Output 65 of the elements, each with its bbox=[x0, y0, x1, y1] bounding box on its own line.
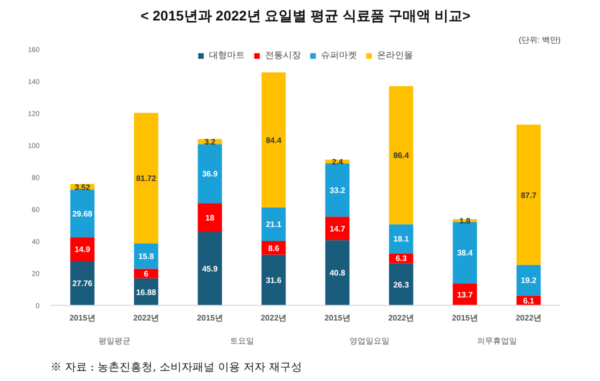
text: 평일평균 bbox=[98, 336, 130, 346]
data-label: 81.72 bbox=[136, 174, 157, 184]
bar bbox=[198, 144, 222, 204]
x-tick-label: 2015년 bbox=[69, 314, 96, 323]
data-label: 18.1 bbox=[393, 234, 410, 244]
bar bbox=[452, 222, 477, 284]
text: 영업일요일 bbox=[349, 336, 390, 346]
data-label: 6.3 bbox=[396, 254, 408, 264]
x-tick-label: 2015년 bbox=[452, 314, 478, 323]
bar bbox=[70, 190, 94, 238]
data-label: 6.1 bbox=[523, 296, 535, 306]
data-label: 18 bbox=[205, 214, 215, 223]
data-label: 19.2 bbox=[520, 276, 537, 286]
data-label: 29.68 bbox=[72, 209, 93, 218]
data-label: 27.76 bbox=[72, 279, 93, 288]
data-label: 38.4 bbox=[457, 248, 474, 258]
x-tick-label: 2015년 bbox=[196, 314, 223, 323]
bar bbox=[325, 240, 350, 306]
bar bbox=[325, 164, 350, 217]
data-label: 40.8 bbox=[330, 268, 346, 278]
bar bbox=[389, 263, 414, 306]
data-label: 21.1 bbox=[266, 220, 282, 230]
data-label: 87.7 bbox=[520, 190, 537, 200]
legend-label: 온라인몰 bbox=[377, 49, 413, 62]
bar bbox=[262, 254, 286, 306]
bar bbox=[516, 124, 541, 265]
data-label: 26.3 bbox=[393, 280, 410, 290]
bar bbox=[389, 224, 414, 254]
data-label: 15.8 bbox=[138, 252, 154, 262]
data-label: 31.6 bbox=[266, 276, 282, 286]
legend-label: 대형마트 bbox=[209, 49, 245, 62]
bar bbox=[389, 86, 414, 224]
data-label: 14.9 bbox=[74, 245, 91, 254]
text: 의무휴업일 bbox=[476, 336, 517, 346]
data-label: 8.6 bbox=[268, 244, 280, 253]
bar bbox=[198, 232, 222, 306]
data-label: 86.4 bbox=[393, 151, 410, 160]
data-label: 14.7 bbox=[330, 224, 346, 234]
data-label: 45.9 bbox=[202, 264, 218, 274]
chart-subtitle: (단위: 백만) bbox=[518, 36, 561, 44]
data-label: 84.4 bbox=[266, 136, 282, 145]
x-tick-label: 2022년 bbox=[133, 314, 160, 323]
bar bbox=[516, 264, 541, 296]
text: 토요일 bbox=[230, 336, 254, 346]
legend-label: 전통시장 bbox=[265, 49, 301, 62]
legend-label: 슈퍼마켓 bbox=[321, 49, 357, 62]
bar bbox=[134, 268, 158, 278]
bar bbox=[70, 260, 94, 306]
bar bbox=[70, 237, 94, 261]
bar bbox=[198, 203, 222, 232]
data-label: 33.2 bbox=[330, 186, 346, 196]
x-tick-label: 2022년 bbox=[516, 314, 542, 323]
data-label: 6 bbox=[144, 270, 149, 279]
bar bbox=[262, 207, 286, 242]
x-tick-label: 2022년 bbox=[260, 314, 287, 323]
bar bbox=[262, 72, 286, 208]
data-label: 16.88 bbox=[136, 288, 157, 297]
chart-title: < 2015년과 2022년 요일별 평균 식료품 구매액 비교> bbox=[140, 8, 470, 24]
data-label: 36.9 bbox=[202, 170, 218, 179]
bar bbox=[325, 216, 350, 240]
text: ※ 자료 : 농촌진흥청, 소비자패널 이용 저자 재구성 bbox=[50, 360, 302, 374]
x-tick-label: 2015년 bbox=[324, 314, 350, 323]
x-tick-label: 2022년 bbox=[388, 314, 414, 323]
data-label: 13.7 bbox=[457, 290, 474, 300]
bar bbox=[134, 112, 158, 244]
